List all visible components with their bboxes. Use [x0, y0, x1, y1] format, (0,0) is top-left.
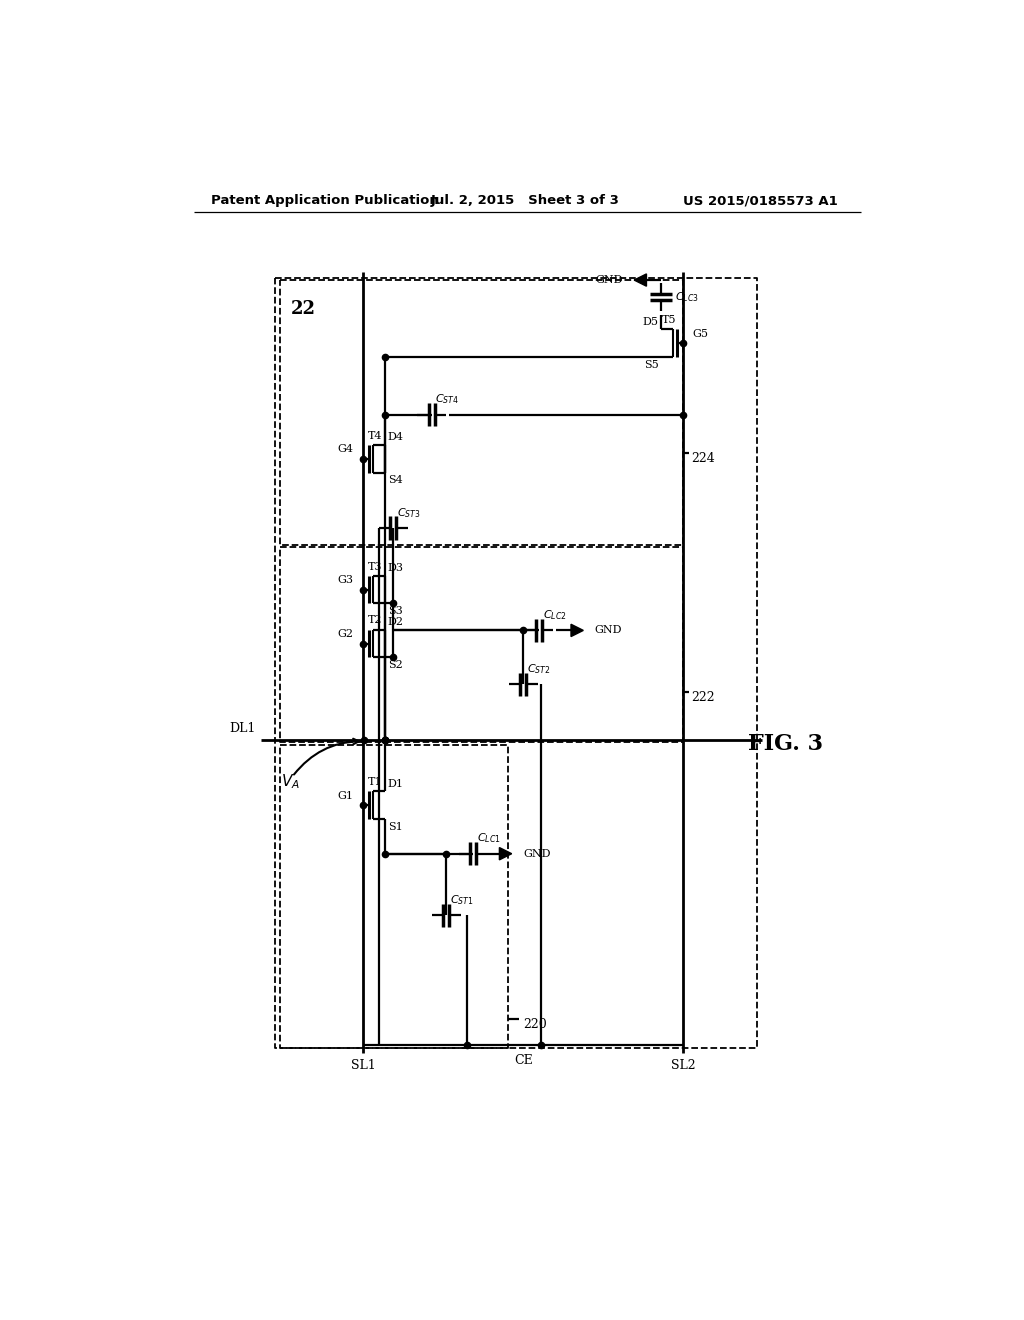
- Polygon shape: [634, 275, 646, 286]
- Polygon shape: [571, 624, 584, 636]
- Text: 224: 224: [691, 453, 715, 465]
- Text: $C_{LC3}$: $C_{LC3}$: [675, 290, 698, 304]
- Text: GND: GND: [595, 275, 623, 285]
- Text: $V_A$: $V_A$: [281, 772, 300, 792]
- Text: GND: GND: [595, 626, 623, 635]
- Text: CE: CE: [514, 1055, 532, 1068]
- Text: D5: D5: [643, 317, 658, 326]
- Text: $C_{ST2}$: $C_{ST2}$: [527, 663, 551, 676]
- Text: SL2: SL2: [671, 1059, 695, 1072]
- Text: D2: D2: [388, 616, 403, 627]
- Text: $C_{ST4}$: $C_{ST4}$: [435, 392, 460, 407]
- Text: DL1: DL1: [229, 722, 256, 735]
- Text: S4: S4: [388, 475, 402, 486]
- Text: G1: G1: [338, 791, 354, 801]
- Text: S1: S1: [388, 822, 402, 832]
- Text: T1: T1: [369, 777, 383, 787]
- Text: G2: G2: [338, 630, 354, 639]
- Polygon shape: [500, 847, 512, 859]
- Text: US 2015/0185573 A1: US 2015/0185573 A1: [683, 194, 838, 207]
- Text: D3: D3: [388, 564, 403, 573]
- Text: S5: S5: [644, 360, 658, 370]
- Text: $C_{LC2}$: $C_{LC2}$: [543, 609, 566, 622]
- Text: G5: G5: [692, 329, 709, 339]
- Text: S2: S2: [388, 660, 402, 671]
- Text: Patent Application Publication: Patent Application Publication: [211, 194, 439, 207]
- Text: Jul. 2, 2015   Sheet 3 of 3: Jul. 2, 2015 Sheet 3 of 3: [430, 194, 620, 207]
- Text: FIG. 3: FIG. 3: [748, 733, 822, 755]
- Text: 222: 222: [691, 690, 715, 704]
- Text: D4: D4: [388, 432, 403, 442]
- Text: T5: T5: [663, 315, 677, 325]
- Text: S3: S3: [388, 606, 402, 616]
- Text: SL1: SL1: [351, 1059, 376, 1072]
- Text: T2: T2: [369, 615, 383, 626]
- Text: T4: T4: [369, 430, 383, 441]
- Text: GND: GND: [523, 849, 551, 859]
- Text: 220: 220: [523, 1018, 547, 1031]
- Text: $C_{ST3}$: $C_{ST3}$: [397, 506, 421, 520]
- Text: T3: T3: [369, 561, 383, 572]
- Text: $C_{LC1}$: $C_{LC1}$: [477, 832, 501, 845]
- Text: $C_{ST1}$: $C_{ST1}$: [451, 894, 474, 907]
- Text: D1: D1: [388, 779, 403, 788]
- Text: G4: G4: [338, 445, 354, 454]
- Text: G3: G3: [338, 576, 354, 585]
- Text: 22: 22: [291, 300, 316, 318]
